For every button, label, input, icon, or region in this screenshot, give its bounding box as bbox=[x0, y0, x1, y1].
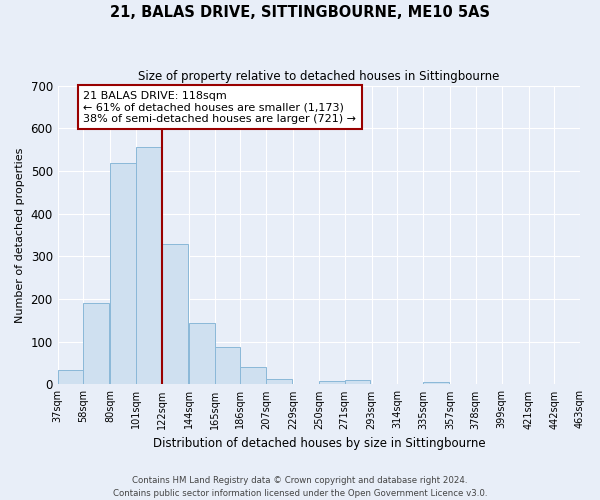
Bar bbox=[83, 304, 109, 384]
X-axis label: Distribution of detached houses by size in Sittingbourne: Distribution of detached houses by size … bbox=[152, 437, 485, 450]
Bar bbox=[58, 370, 83, 384]
Bar bbox=[423, 382, 449, 384]
Bar bbox=[344, 380, 370, 384]
Y-axis label: Number of detached properties: Number of detached properties bbox=[15, 148, 25, 322]
Text: Contains HM Land Registry data © Crown copyright and database right 2024.
Contai: Contains HM Land Registry data © Crown c… bbox=[113, 476, 487, 498]
Bar bbox=[136, 146, 162, 384]
Bar bbox=[189, 323, 215, 384]
Bar bbox=[241, 368, 266, 384]
Bar bbox=[266, 379, 292, 384]
Text: 21, BALAS DRIVE, SITTINGBOURNE, ME10 5AS: 21, BALAS DRIVE, SITTINGBOURNE, ME10 5AS bbox=[110, 5, 490, 20]
Bar bbox=[319, 380, 344, 384]
Text: 21 BALAS DRIVE: 118sqm
← 61% of detached houses are smaller (1,173)
38% of semi-: 21 BALAS DRIVE: 118sqm ← 61% of detached… bbox=[83, 90, 356, 124]
Bar bbox=[110, 163, 136, 384]
Bar bbox=[215, 348, 241, 385]
Bar bbox=[162, 244, 188, 384]
Title: Size of property relative to detached houses in Sittingbourne: Size of property relative to detached ho… bbox=[138, 70, 500, 83]
